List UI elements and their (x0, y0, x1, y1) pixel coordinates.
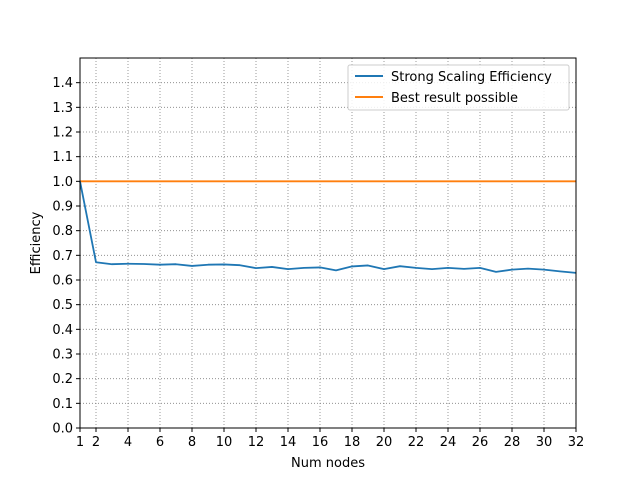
y-tick-label: 0.9 (52, 200, 73, 215)
x-tick-label: 22 (408, 435, 425, 450)
x-tick-label: 26 (472, 435, 489, 450)
x-tick-label: 10 (216, 435, 233, 450)
x-tick-label: 2 (92, 435, 100, 450)
x-axis-label: Num nodes (291, 456, 365, 471)
y-tick-label: 1.3 (52, 101, 73, 116)
y-tick-label: 0.5 (52, 298, 73, 313)
x-tick-label: 18 (344, 435, 361, 450)
y-tick-label: 0.6 (52, 274, 73, 289)
x-tick-label: 32 (568, 435, 585, 450)
x-tick-label: 1 (76, 435, 84, 450)
x-tick-label: 28 (504, 435, 521, 450)
y-tick-label: 1.0 (52, 175, 73, 190)
y-axis-label: Efficiency (29, 211, 44, 274)
x-tick-label: 16 (312, 435, 329, 450)
legend: Strong Scaling Efficiency Best result po… (348, 65, 569, 110)
x-tick-label: 8 (188, 435, 196, 450)
legend-label-best-result: Best result possible (391, 91, 518, 106)
y-tick-label: 1.4 (52, 76, 73, 91)
y-tick-label: 0.0 (52, 422, 73, 437)
x-tick-label: 6 (156, 435, 164, 450)
x-tick-label: 14 (280, 435, 297, 450)
y-tick-label: 0.1 (52, 397, 73, 412)
legend-label-strong-scaling: Strong Scaling Efficiency (391, 70, 552, 85)
x-tick-label: 24 (440, 435, 457, 450)
y-tick-label: 0.8 (52, 224, 73, 239)
y-tick-label: 1.1 (52, 150, 73, 165)
x-tick-label: 30 (536, 435, 553, 450)
y-tick-label: 1.2 (52, 126, 73, 141)
y-tick-label: 0.4 (52, 323, 73, 338)
y-tick-label: 0.7 (52, 249, 73, 264)
y-tick-label: 0.3 (52, 348, 73, 363)
x-tick-label: 4 (124, 435, 132, 450)
x-tick-label: 12 (248, 435, 265, 450)
y-tick-label: 0.2 (52, 372, 73, 387)
x-tick-label: 20 (376, 435, 393, 450)
